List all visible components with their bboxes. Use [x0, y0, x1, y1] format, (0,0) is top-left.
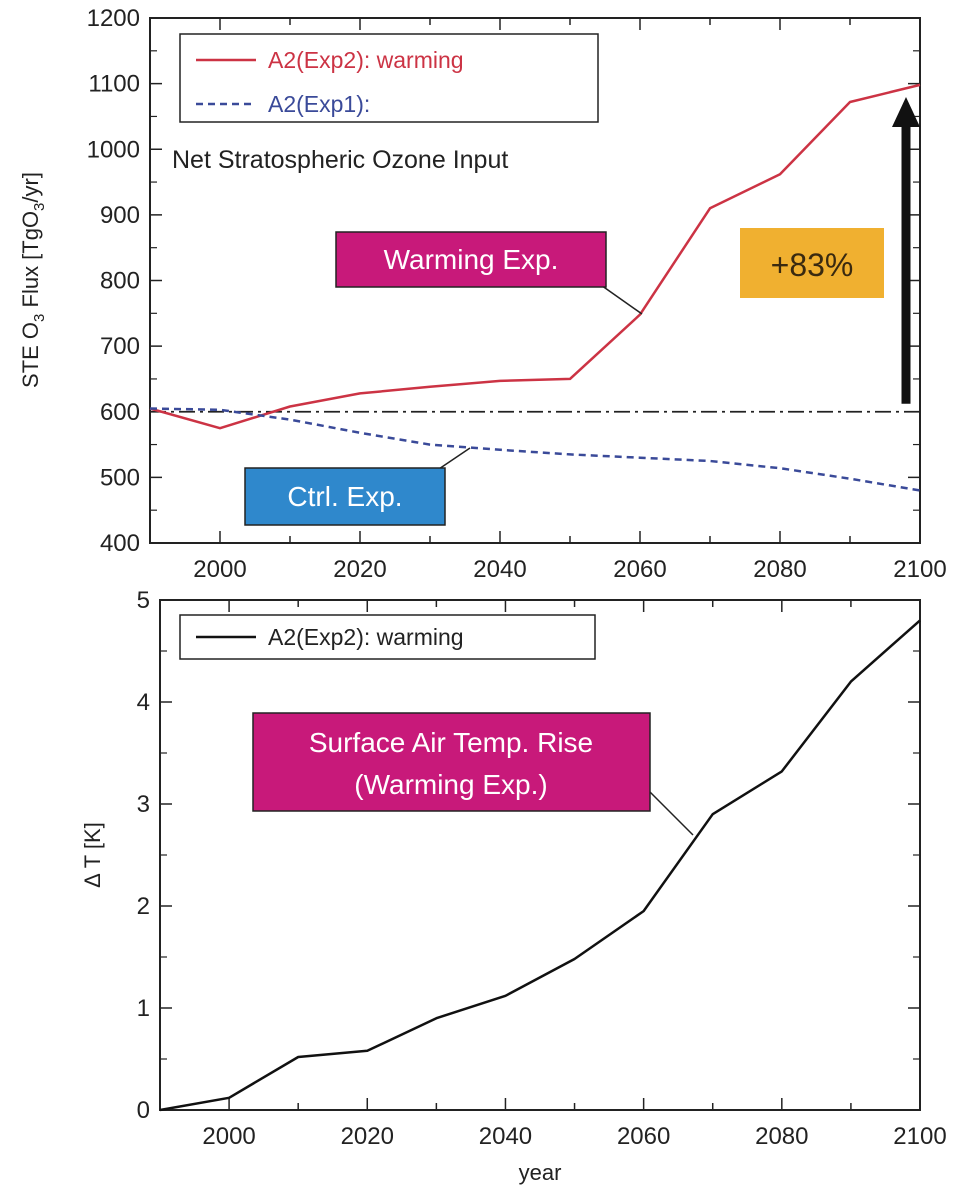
- warming-exp-box: [335, 231, 607, 288]
- top-y-tick-label: 1000: [87, 136, 140, 163]
- top-x-ticks: 2000 2020 2040 2060 2080 2100: [149, 18, 947, 583]
- top-panel-annotation-title: Net Stratospheric Ozone Input: [172, 146, 508, 174]
- bottom-y-tick-label: 2: [137, 893, 150, 920]
- bottom-x-tick-label: 2080: [755, 1123, 808, 1150]
- ctrl-exp-label: Ctrl. Exp.: [287, 481, 402, 512]
- top-series-group: [149, 83, 921, 492]
- bottom-x-tick-label: 2000: [202, 1123, 255, 1150]
- bottom-y-tick-label: 5: [137, 587, 150, 614]
- bottom-x-tick-label: 2020: [341, 1123, 394, 1150]
- bottom-y-tick-label: 3: [137, 791, 150, 818]
- bottom-x-ticks: 2000 2020 2040 2060 2080 2100: [159, 600, 947, 1150]
- top-panel: 2000 2020 2040 2060 2080 2100 400 500 600 700 800…: [18, 5, 947, 583]
- top-y-tick-label: 1200: [87, 5, 140, 32]
- top-y-tick-label: 1100: [88, 71, 140, 98]
- top-x-tick-label: 2040: [473, 556, 526, 583]
- top-series-line-1: [149, 407, 921, 492]
- bottom-series-line-0: [159, 619, 921, 1112]
- bottom-series-group: [159, 619, 921, 1112]
- increase-arrow-head: [892, 96, 920, 127]
- top-y-ticks: 400 500 600 700 800 900 1000 1100 1200: [87, 5, 920, 557]
- bottom-y-ticks: 0 1 2 3 4 5: [137, 587, 920, 1124]
- bottom-y-tick-label: 4: [137, 689, 150, 716]
- top-series-line-0: [149, 83, 921, 430]
- bottom-y-tick-label: 0: [137, 1097, 150, 1124]
- increase-arrow: [892, 96, 920, 404]
- temp-rise-label-line1: Surface Air Temp. Rise: [309, 727, 593, 758]
- top-y-tick-label: 900: [100, 202, 140, 229]
- top-x-tick-label: 2020: [333, 556, 386, 583]
- ctrl-exp-box: [244, 467, 446, 526]
- warming-callout-line: [597, 282, 643, 315]
- top-y-tick-label: 500: [100, 464, 140, 491]
- percent-increase-label: +83%: [771, 247, 854, 283]
- top-x-tick-label: 2060: [613, 556, 666, 583]
- bottom-x-tick-label: 2040: [479, 1123, 532, 1150]
- top-legend-box: [179, 33, 599, 123]
- top-legend-label-exp1: A2(Exp1):: [268, 91, 370, 117]
- top-y-tick-label: 800: [100, 268, 140, 295]
- top-x-tick-label: 2000: [193, 556, 246, 583]
- bottom-plot-frame: [159, 599, 921, 1111]
- bottom-x-tick-label: 2100: [893, 1123, 946, 1150]
- temp-rise-label-line2: (Warming Exp.): [354, 769, 547, 800]
- top-y-tick-label: 400: [100, 530, 140, 557]
- top-y-tick-label: 700: [100, 333, 140, 360]
- top-x-tick-label: 2080: [753, 556, 806, 583]
- percent-increase-box: [740, 228, 884, 298]
- bottom-y-axis-title: Δ T [K]: [80, 822, 105, 888]
- top-y-tick-label: 600: [100, 399, 140, 426]
- temp-rise-box: [252, 712, 651, 812]
- bottom-x-axis-title: year: [519, 1160, 562, 1185]
- top-x-tick-label: 2100: [893, 556, 946, 583]
- bottom-y-tick-label: 1: [137, 995, 150, 1022]
- temp-callout-line: [647, 789, 694, 836]
- top-y-axis-title: STE O3 Flux [TgO3/yr]: [18, 172, 48, 388]
- bottom-legend-label: A2(Exp2): warming: [268, 624, 464, 650]
- warming-exp-label: Warming Exp.: [384, 244, 559, 275]
- bottom-x-tick-label: 2060: [617, 1123, 670, 1150]
- top-legend-label-exp2: A2(Exp2): warming: [268, 47, 464, 73]
